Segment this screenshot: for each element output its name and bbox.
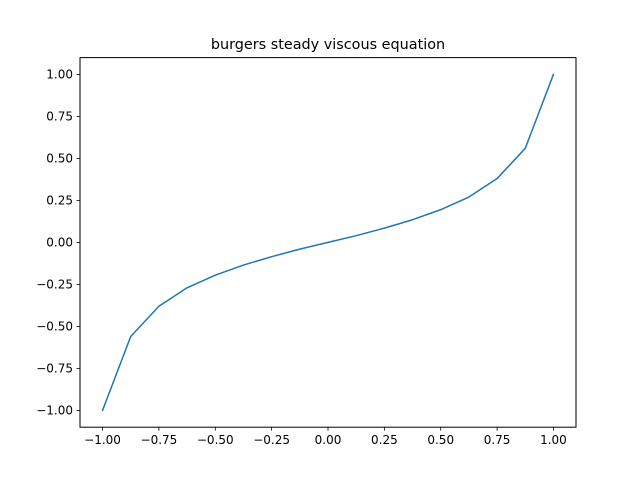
x-tick-label: 0.50 (427, 433, 454, 447)
x-tick-label: 0.75 (484, 433, 511, 447)
x-tick-label: 0.25 (371, 433, 398, 447)
y-tick-label: −0.50 (36, 320, 73, 334)
x-tick-label: 0.00 (315, 433, 342, 447)
y-tick-label: 0.25 (46, 194, 73, 208)
chart-title: burgers steady viscous equation (211, 37, 445, 53)
axes-frame (79, 57, 577, 428)
y-tick-label: 0.75 (46, 110, 73, 124)
x-tick-label: 1.00 (540, 433, 567, 447)
x-tick-label: −0.75 (141, 433, 178, 447)
y-tick-label: 0.50 (46, 152, 73, 166)
y-tick-label: −0.25 (36, 278, 73, 292)
y-tick-label: −1.00 (36, 404, 73, 418)
x-tick-label: −0.50 (197, 433, 234, 447)
series-line (101, 73, 555, 412)
y-tick-label: −0.75 (36, 362, 73, 376)
plot-area: −1.00 −0.75 −0.50 −0.25 0.00 0.25 0.50 0.75 1.00… (36, 68, 567, 448)
y-tick-label: 0.00 (46, 236, 73, 250)
x-tick-label: −1.00 (84, 433, 121, 447)
y-tick-label: 1.00 (46, 68, 73, 82)
x-tick-label: −0.25 (253, 433, 290, 447)
